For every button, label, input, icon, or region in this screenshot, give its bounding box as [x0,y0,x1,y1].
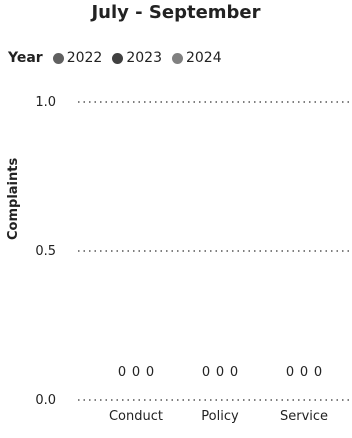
data-label-2023-2: 0 [300,365,308,380]
legend-item-2022: 2022 [52,50,103,66]
data-label-2024-1: 0 [230,365,238,380]
data-label-2023-0: 0 [132,365,140,380]
legend-item-2023: 2023 [112,50,162,66]
legend-item-2024: 2024 [171,50,222,66]
legend-swatch-2023 [112,52,124,64]
legend-swatch-2022 [52,52,64,64]
legend-title: Year [8,50,43,66]
legend-label-2024: 2024 [185,50,222,66]
y-tick-label-0: 0.0 [35,393,56,408]
legend: Year 2022 2023 2024 [8,50,232,66]
y-tick-label-1: 0.5 [35,244,56,259]
data-label-2022-1: 0 [202,365,210,380]
data-label-2023-1: 0 [216,365,224,380]
data-label-2022-2: 0 [286,365,294,380]
x-tick-label-0: Conduct [109,409,163,424]
x-tick-label-2: Service [280,409,328,424]
legend-label-2023: 2023 [126,50,162,66]
legend-label-2022: 2022 [66,50,103,66]
data-label-2024-0: 0 [146,365,154,380]
chart-title: July - September [91,2,261,23]
data-label-2022-0: 0 [118,365,126,380]
x-tick-label-1: Policy [201,409,239,424]
data-label-2024-2: 0 [314,365,322,380]
legend-swatch-2024 [171,52,183,64]
y-tick-label-2: 1.0 [35,95,56,110]
